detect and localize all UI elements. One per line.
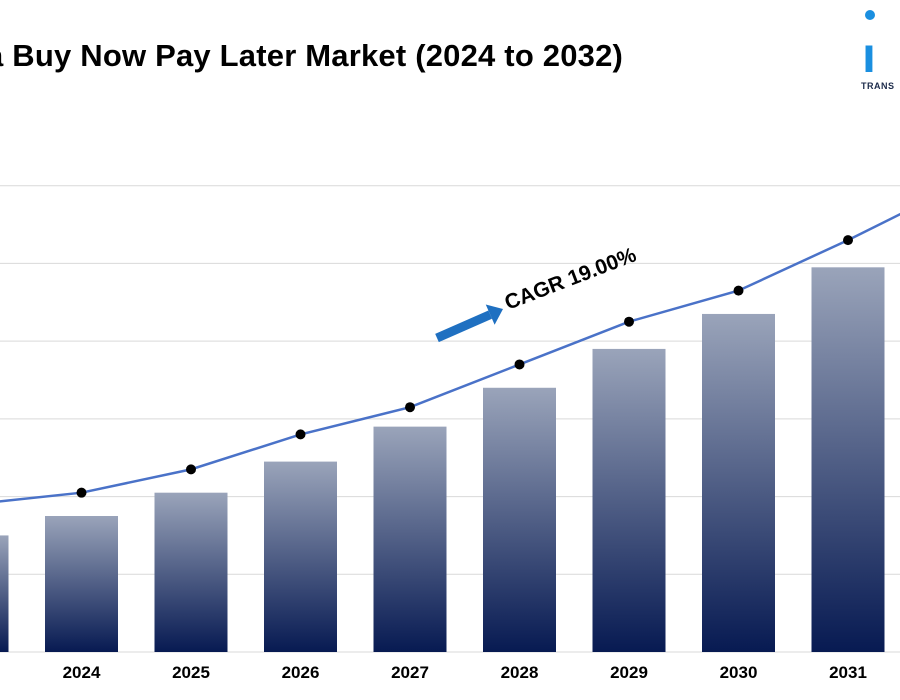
- x-tick-label-2025: 2025: [172, 663, 210, 682]
- bar-2029: [592, 348, 666, 652]
- x-tick-label-2026: 2026: [282, 663, 320, 682]
- trend-point-2031: [843, 235, 853, 246]
- trend-point-2025: [186, 464, 196, 475]
- bar-2024: [45, 516, 118, 652]
- trend-point-2028: [514, 359, 525, 370]
- x-tick-label-2027: 2027: [391, 663, 429, 682]
- x-tick-label-2031: 2031: [829, 663, 867, 682]
- trend-point-2026: [295, 429, 306, 440]
- bar-2028: [483, 387, 556, 652]
- trend-point-2024: [76, 487, 87, 498]
- trend-polyline: [0, 212, 900, 503]
- bar-2023: [0, 535, 9, 652]
- x-tick-labels: 2024 2025 2026 2027 2028 2029 2030 2031: [63, 663, 867, 682]
- x-tick-label-2030: 2030: [720, 663, 758, 682]
- logo-dot: [865, 10, 875, 20]
- bar-2026: [264, 461, 337, 652]
- trend-point-2030: [733, 285, 744, 296]
- bar-2031: [811, 267, 885, 652]
- bar-2025: [154, 492, 228, 652]
- trend-point-2027: [405, 402, 415, 413]
- brand-logo: ı TRANS: [856, 8, 900, 92]
- cagr-label: CAGR 19.00%: [502, 243, 640, 314]
- bar-2027: [373, 426, 447, 652]
- cagr-annotation: CAGR 19.00%: [435, 243, 640, 343]
- x-tick-label-2028: 2028: [501, 663, 539, 682]
- trend-line: [0, 212, 900, 503]
- bars: [0, 267, 885, 652]
- x-tick-label-2029: 2029: [610, 663, 648, 682]
- x-tick-label-2024: 2024: [63, 663, 101, 682]
- cagr-arrow-head: [485, 304, 503, 325]
- bar-2030: [702, 313, 775, 652]
- trend-point-2029: [624, 316, 634, 327]
- chart-title: a Buy Now Pay Later Market (2024 to 2032…: [0, 38, 624, 73]
- cagr-arrow-shaft: [435, 310, 492, 343]
- logo-mark: ı: [862, 27, 876, 83]
- logo-word: TRANS: [861, 81, 895, 91]
